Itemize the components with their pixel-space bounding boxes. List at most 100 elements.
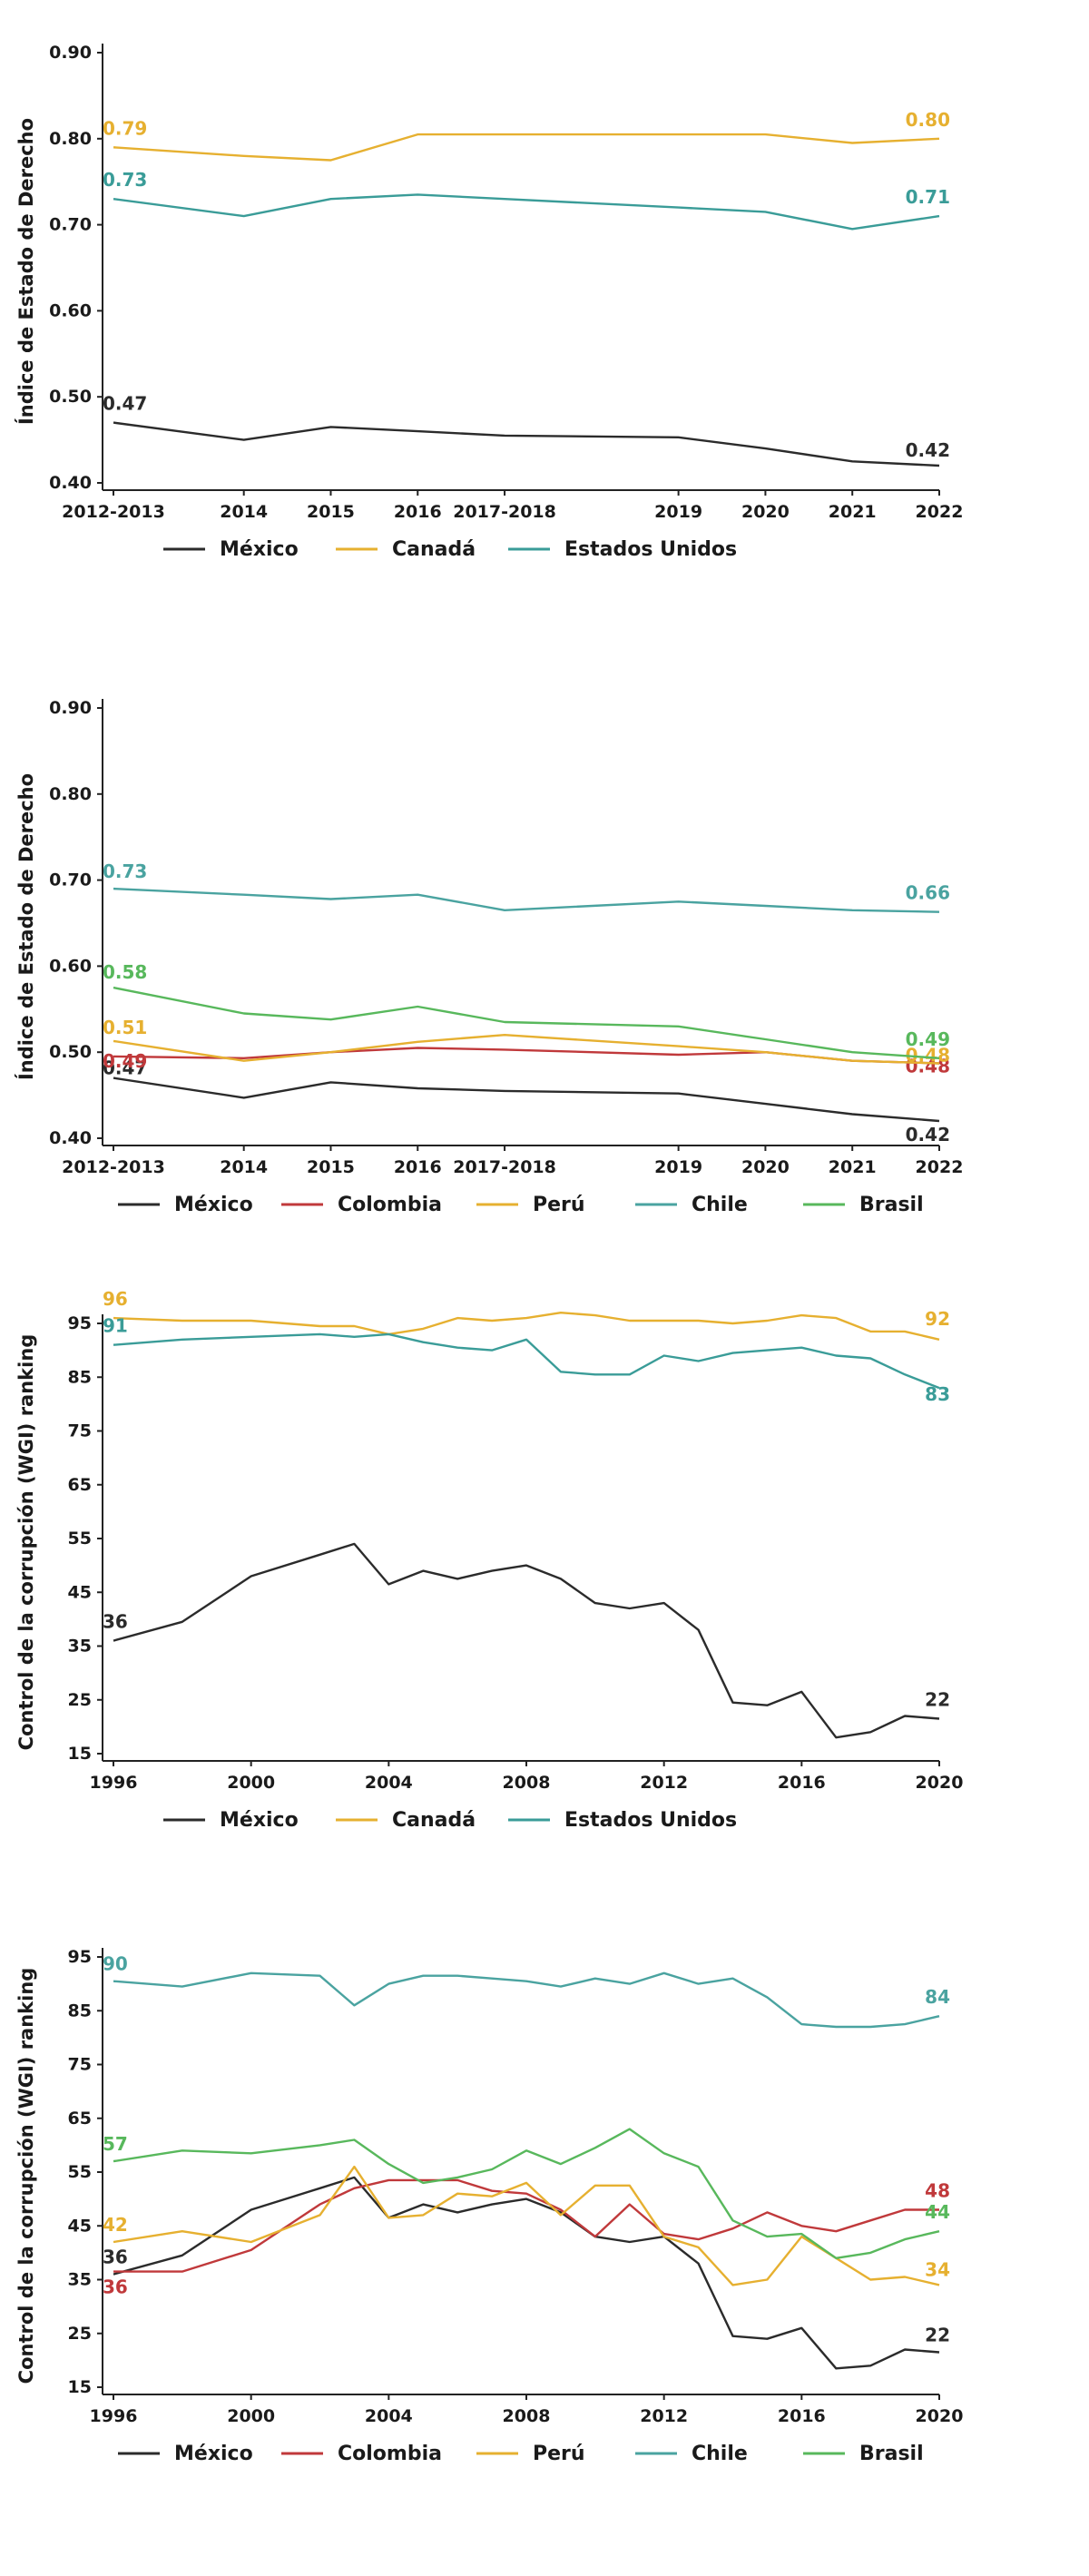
start-label-mexico: 36 (103, 2247, 128, 2268)
end-label-peru: 0.48 (906, 1045, 950, 1067)
y-axis-title: Control de la corrupción (WGI) ranking (15, 1968, 37, 2384)
start-label-estados_unidos: 0.73 (103, 169, 147, 191)
x-tick-label: 2020 (741, 502, 790, 522)
y-tick-label: 35 (68, 1637, 92, 1657)
x-tick-label: 2017-2018 (453, 502, 556, 522)
x-tick-label: 2020 (916, 2406, 964, 2426)
legend-label-colombia: Colombia (338, 1194, 442, 1216)
x-tick-label: 2012-2013 (62, 502, 165, 522)
x-tick-label: 2012 (640, 2406, 688, 2426)
y-tick-label: 15 (68, 2377, 92, 2397)
end-label-mexico: 0.42 (906, 439, 950, 461)
chart-estado-derecho-latinoamerica: 0.40 0.50 0.60 0.70 0.80 0.90 2012-2013 2014 201… (15, 698, 964, 1216)
end-label-canada: 92 (925, 1308, 950, 1330)
x-tick-label: 2000 (227, 1773, 275, 1793)
legend-label-estados_unidos: Estados Unidos (564, 1809, 737, 1832)
y-tick-label: 25 (68, 1690, 92, 1710)
y-tick-label: 0.90 (49, 698, 92, 718)
series-line-chile (113, 887, 940, 913)
y-tick-label: 0.70 (49, 870, 92, 890)
y-tick-label: 0.50 (49, 1042, 92, 1062)
start-label-peru: 0.51 (103, 1017, 147, 1038)
start-label-estados_unidos: 91 (103, 1315, 128, 1337)
series-line-mexico (113, 2176, 940, 2370)
x-tick-label: 2004 (365, 2406, 413, 2426)
x-tick-label: 2021 (829, 502, 877, 522)
start-label-canada: 96 (103, 1289, 128, 1310)
x-tick-label: 2022 (916, 1157, 964, 1177)
end-label-chile: 0.66 (906, 882, 950, 904)
y-tick-label: 55 (68, 2162, 92, 2182)
y-tick-label: 55 (68, 1529, 92, 1549)
chart-corrupcion-norteamerica: 15 25 35 45 55 65 75 85 95 1996 2000 2004 2008 2012 20… (15, 1289, 964, 1832)
end-label-peru: 34 (925, 2258, 950, 2280)
y-tick-label: 95 (68, 1313, 92, 1333)
y-axis-title: Índice de Estado de Derecho (15, 118, 37, 425)
legend-label-chile: Chile (692, 2443, 748, 2465)
series-line-colombia (113, 1047, 940, 1065)
y-tick-label: 0.60 (49, 956, 92, 976)
x-tick-label: 2016 (778, 1773, 826, 1793)
end-label-brasil: 44 (925, 2201, 950, 2223)
x-tick-label: 1996 (90, 1773, 138, 1793)
series-line-peru (113, 1034, 940, 1065)
legend-label-colombia: Colombia (338, 2443, 442, 2465)
x-tick-label: 2008 (503, 1773, 551, 1793)
series-line-mexico (113, 421, 940, 467)
end-label-brasil: 0.49 (906, 1028, 950, 1050)
series-line-peru (113, 2165, 940, 2286)
x-tick-label: 2015 (307, 1157, 355, 1177)
x-tick-label: 1996 (90, 2406, 138, 2426)
x-tick-label: 2016 (394, 502, 442, 522)
end-label-mexico: 22 (925, 1688, 950, 1710)
start-label-mexico: 0.47 (103, 393, 147, 415)
start-label-canada: 0.79 (103, 117, 147, 139)
series-line-estados_unidos (113, 1332, 940, 1390)
y-tick-label: 0.40 (49, 1128, 92, 1148)
legend-label-brasil: Brasil (859, 2443, 924, 2465)
x-tick-label: 2012-2013 (62, 1157, 165, 1177)
y-axis-title: Control de la corrupción (WGI) ranking (15, 1334, 37, 1751)
x-tick-label: 2017-2018 (453, 1157, 556, 1177)
legend-label-chile: Chile (692, 1194, 748, 1216)
y-tick-label: 65 (68, 1475, 92, 1495)
series-line-mexico (113, 1542, 940, 1739)
x-tick-label: 2020 (741, 1157, 790, 1177)
series-line-brasil (113, 2128, 940, 2259)
y-tick-label: 75 (68, 2055, 92, 2075)
end-label-chile: 84 (925, 1986, 950, 2008)
y-tick-label: 25 (68, 2324, 92, 2344)
y-tick-label: 0.70 (49, 215, 92, 235)
y-tick-label: 85 (68, 2001, 92, 2020)
x-tick-label: 2020 (916, 1773, 964, 1793)
x-tick-label: 2000 (227, 2406, 275, 2426)
y-tick-label: 0.80 (49, 129, 92, 149)
series-line-chile (113, 1971, 940, 2029)
start-label-brasil: 57 (103, 2133, 128, 2155)
y-tick-label: 0.90 (49, 43, 92, 63)
legend-label-estados_unidos: Estados Unidos (564, 538, 737, 561)
start-label-mexico: 36 (103, 1611, 128, 1633)
series-line-estados_unidos (113, 193, 940, 231)
end-label-estados_unidos: 0.71 (906, 186, 950, 208)
x-tick-label: 2014 (220, 1157, 268, 1177)
y-tick-label: 95 (68, 1947, 92, 1967)
legend-label-brasil: Brasil (859, 1194, 924, 1216)
x-tick-label: 2021 (829, 1157, 877, 1177)
y-tick-label: 0.50 (49, 387, 92, 407)
x-tick-label: 2014 (220, 502, 268, 522)
y-tick-label: 0.40 (49, 473, 92, 493)
y-tick-label: 65 (68, 2109, 92, 2129)
legend-label-peru: Perú (533, 1194, 585, 1216)
legend-label-mexico: México (174, 2443, 253, 2465)
legend-label-mexico: México (174, 1194, 253, 1216)
x-tick-label: 2004 (365, 1773, 413, 1793)
series-line-brasil (113, 986, 940, 1059)
start-label-brasil: 0.58 (103, 961, 147, 983)
end-label-canada: 0.80 (906, 109, 950, 131)
series-line-colombia (113, 2178, 939, 2273)
series-line-canada (113, 133, 940, 162)
start-label-colombia: 36 (103, 2276, 128, 2298)
x-tick-label: 2016 (394, 1157, 442, 1177)
